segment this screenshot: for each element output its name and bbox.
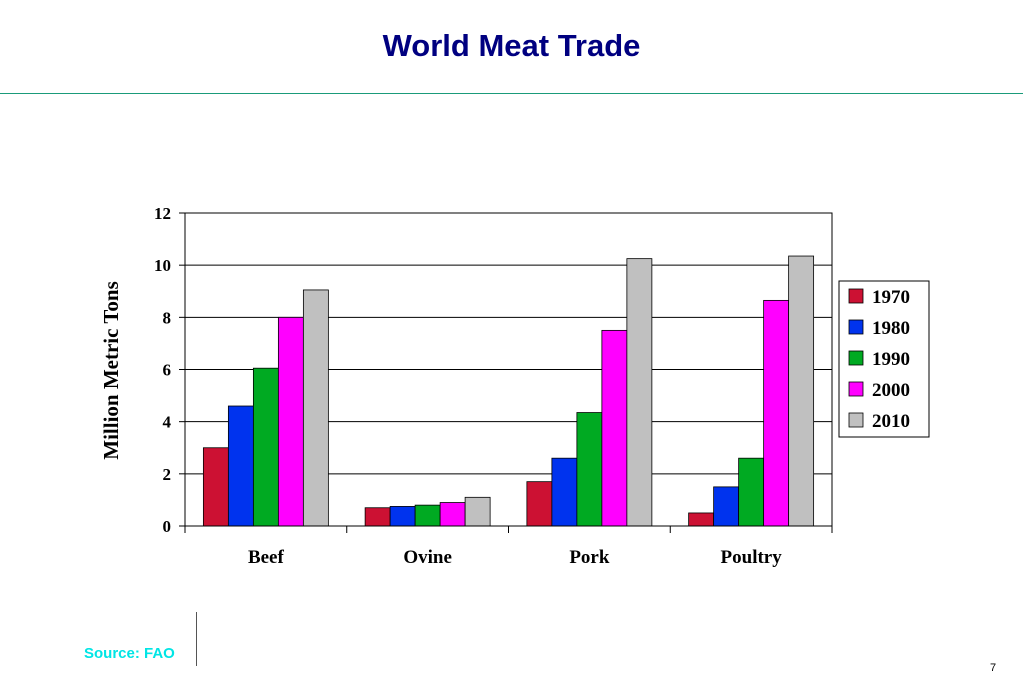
page-number: 7	[990, 662, 997, 674]
x-category-label: Ovine	[403, 547, 452, 568]
bar-1970-beef	[202, 447, 229, 527]
x-category-label: Pork	[569, 547, 610, 568]
y-tick-label: 8	[163, 308, 172, 327]
axes: 0 2 4 6 8 10 12 Beef Ovine Pork Poultry	[154, 204, 833, 568]
legend-swatch-1970	[848, 288, 864, 304]
legend-label-2010: 2010	[872, 411, 910, 432]
bar-1980-ovine	[389, 506, 416, 527]
bar-1980-beef	[227, 405, 254, 527]
source-note: Source: FAO	[84, 645, 175, 662]
legend-label-1980: 1980	[872, 318, 910, 339]
slide-title: World Meat Trade	[382, 28, 641, 63]
legend-swatch-1980	[848, 319, 864, 335]
bar-2010-beef	[302, 289, 329, 527]
source-divider	[196, 612, 197, 666]
bar-2010-poultry	[788, 255, 815, 527]
y-tick-label: 0	[163, 517, 172, 536]
y-tick-label: 4	[163, 413, 172, 432]
legend-swatch-2000	[848, 381, 864, 397]
bar-1970-poultry	[688, 512, 715, 527]
y-axis-title: Million Metric Tons	[99, 281, 123, 460]
y-tick-label: 12	[154, 204, 171, 223]
x-category-label: Poultry	[721, 547, 783, 568]
bar-2010-pork	[626, 258, 653, 527]
bar-2000-ovine	[439, 502, 466, 527]
bars	[202, 255, 815, 527]
bar-1970-ovine	[364, 507, 391, 527]
bar-1990-beef	[252, 367, 279, 527]
bar-1990-pork	[576, 412, 603, 527]
legend: 1970 1980 1990 2000 2010	[838, 280, 930, 438]
legend-swatch-2010	[848, 412, 864, 428]
y-tick-label: 2	[163, 465, 172, 484]
legend-label-2000: 2000	[872, 380, 910, 401]
bar-1990-ovine	[414, 504, 441, 527]
x-category-label: Beef	[248, 547, 285, 568]
legend-label-1990: 1990	[872, 349, 910, 370]
bar-1970-pork	[526, 481, 553, 527]
bar-1990-poultry	[738, 457, 765, 527]
bar-2000-pork	[601, 329, 628, 527]
bar-2000-beef	[277, 316, 304, 527]
bar-2010-ovine	[464, 496, 491, 527]
y-tick-label: 10	[154, 256, 171, 275]
bar-1980-pork	[551, 457, 578, 527]
y-tick-label: 6	[163, 361, 172, 380]
bar-2000-poultry	[763, 299, 790, 527]
legend-swatch-1990	[848, 350, 864, 366]
bar-1980-poultry	[713, 486, 740, 527]
legend-label-1970: 1970	[872, 287, 910, 308]
title-divider	[0, 93, 1023, 94]
